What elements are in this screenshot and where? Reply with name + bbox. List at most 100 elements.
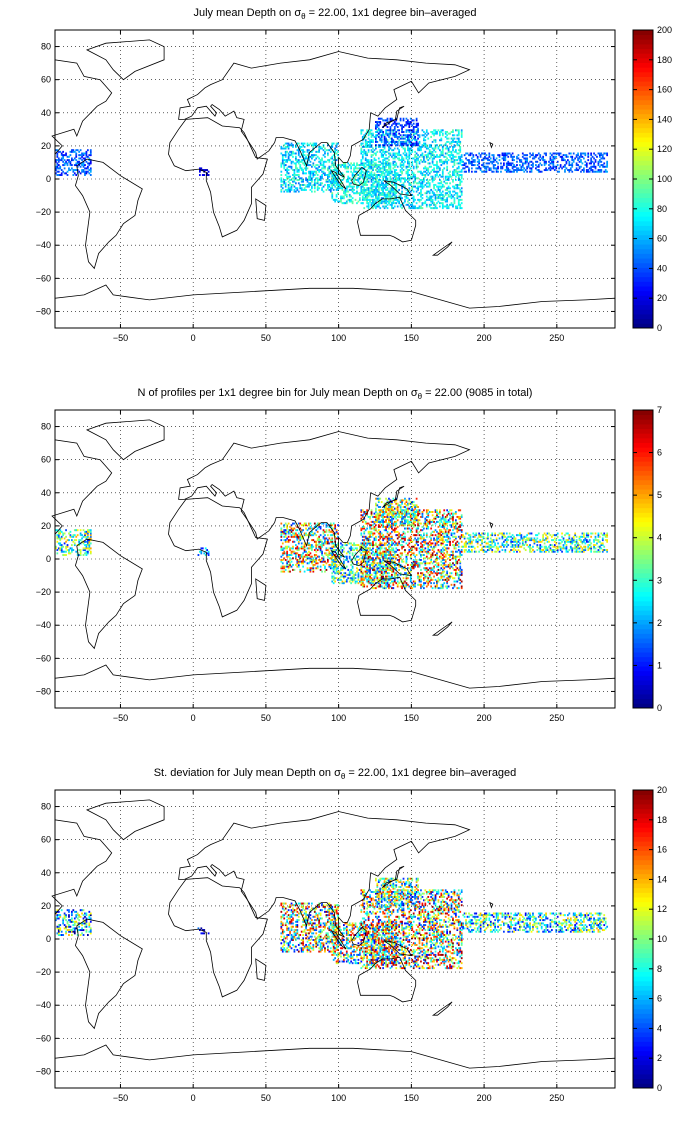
bin-cell: [66, 544, 69, 547]
bin-cell: [73, 169, 76, 172]
bin-cell: [299, 155, 302, 158]
bin-cell: [65, 152, 67, 155]
bin-cell: [411, 207, 414, 210]
bin-cell: [418, 142, 421, 145]
bin-cell: [380, 130, 383, 133]
bin-cell: [372, 550, 374, 553]
bin-cell: [56, 165, 59, 168]
bin-cell: [56, 155, 59, 158]
bin-cell: [402, 185, 405, 188]
bin-cell: [55, 172, 57, 175]
bin-cell: [315, 560, 318, 563]
bin-cell: [437, 572, 440, 575]
bin-cell: [575, 154, 578, 157]
bin-cell: [369, 582, 371, 585]
bin-cell: [322, 563, 325, 566]
bin-cell: [81, 534, 83, 537]
bin-cell: [388, 149, 390, 152]
bin-cell: [299, 568, 302, 571]
bin-cell: [62, 154, 65, 157]
bin-cell: [439, 193, 441, 196]
bin-cell: [393, 169, 396, 172]
bin-cell: [383, 183, 386, 186]
bin-cell: [459, 578, 462, 581]
bin-cell: [594, 159, 597, 162]
bin-cell: [380, 137, 383, 140]
bin-cell: [306, 185, 309, 188]
bin-cell: [85, 550, 88, 553]
bin-cell: [201, 174, 204, 176]
bin-cell: [344, 165, 347, 168]
bin-cell: [415, 207, 418, 210]
bin-cell: [280, 170, 283, 173]
bin-cell: [293, 185, 296, 188]
bin-cell: [60, 545, 63, 548]
bin-cell: [335, 144, 338, 147]
bin-cell: [404, 585, 406, 588]
bin-cell: [441, 134, 444, 137]
bin-cell: [452, 160, 454, 163]
bin-cell: [299, 527, 302, 530]
bin-cell: [516, 160, 518, 163]
bin-cell: [396, 573, 399, 576]
bin-cell: [89, 552, 92, 555]
bin-cell: [369, 162, 371, 165]
bin-cell: [337, 183, 339, 186]
bin-cell: [361, 572, 364, 575]
bin-cell: [345, 180, 348, 183]
bin-cell: [600, 154, 603, 157]
bin-cell: [425, 134, 428, 137]
bin-cell: [335, 195, 338, 198]
bin-cell: [427, 132, 430, 135]
bin-cell: [553, 152, 556, 155]
bin-cell: [308, 177, 310, 180]
bin-cell: [295, 552, 297, 555]
bin-cell: [383, 150, 386, 153]
bin-cell: [388, 587, 390, 590]
bin-cell: [380, 135, 383, 138]
bin-cell: [207, 554, 210, 556]
bin-cell: [423, 130, 425, 133]
bin-cell: [316, 527, 319, 530]
bin-cell: [558, 170, 561, 173]
bin-cell: [393, 560, 396, 563]
bin-cell: [71, 544, 73, 547]
bin-cell: [300, 167, 303, 170]
bin-cell: [302, 162, 305, 165]
bin-cell: [415, 162, 418, 165]
bin-cell: [501, 157, 504, 160]
bin-cell: [399, 164, 402, 167]
bin-cell: [296, 549, 299, 552]
bin-cell: [567, 169, 569, 172]
bin-cell: [309, 547, 312, 550]
bin-cell: [283, 179, 286, 181]
bin-cell: [427, 180, 430, 183]
bin-cell: [313, 540, 316, 543]
bin-cell: [325, 562, 328, 565]
bin-cell: [437, 577, 440, 580]
bin-cell: [68, 167, 70, 170]
bin-cell: [440, 192, 443, 195]
bin-cell: [329, 170, 332, 173]
bin-cell: [436, 573, 438, 576]
bin-cell: [56, 534, 59, 537]
bin-cell: [280, 549, 283, 552]
bin-cell: [312, 567, 315, 570]
bin-cell: [312, 560, 315, 563]
bin-cell: [388, 170, 390, 173]
bin-cell: [292, 557, 294, 560]
bin-cell: [543, 164, 546, 167]
bin-cell: [331, 524, 334, 527]
bin-cell: [312, 532, 315, 535]
bin-cell: [331, 174, 334, 176]
bin-cell: [440, 585, 443, 588]
bin-cell: [399, 117, 402, 120]
colorbar-segment: [633, 267, 653, 273]
bin-cell: [407, 197, 409, 200]
bin-cell: [399, 195, 402, 198]
colorbar-segment: [633, 220, 653, 226]
bin-cell: [57, 174, 60, 176]
bin-cell: [380, 187, 383, 190]
bin-cell: [402, 580, 405, 583]
bin-cell: [431, 162, 434, 165]
